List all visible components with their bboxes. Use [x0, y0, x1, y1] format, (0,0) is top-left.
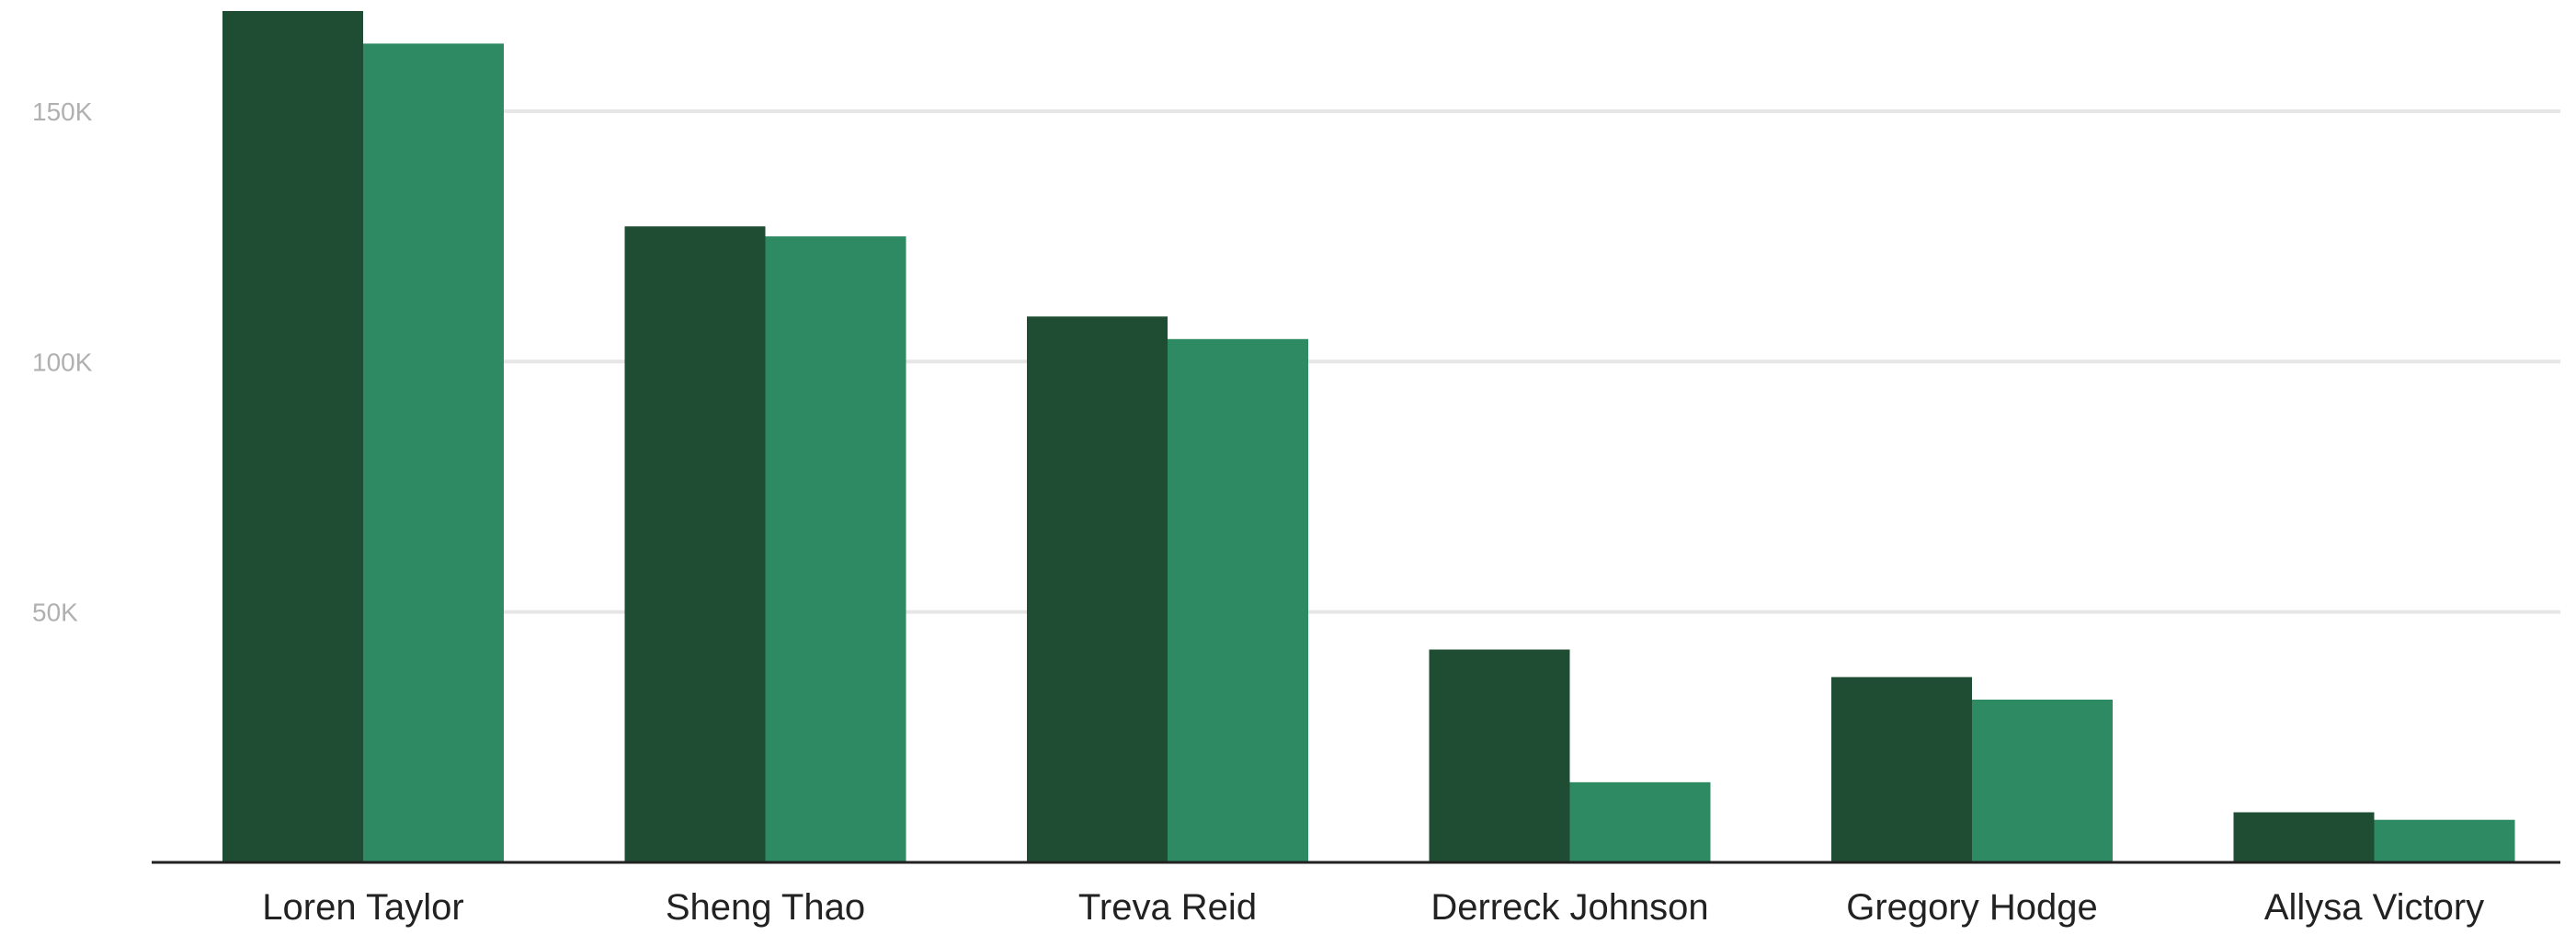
bar-dark [1429, 649, 1570, 862]
x-tick-label: Allysa Victory [2264, 887, 2484, 928]
x-tick-label: Loren Taylor [262, 887, 463, 928]
bar-light [1168, 338, 1308, 862]
bar-dark [2233, 812, 2375, 862]
bar-light [765, 236, 906, 862]
x-tick-label: Sheng Thao [666, 887, 865, 928]
bar-dark [1831, 677, 1972, 862]
bar-light [363, 43, 504, 862]
bar-light [1972, 699, 2113, 862]
bars-layer [222, 11, 2515, 863]
x-tick-label: Treva Reid [1078, 887, 1257, 928]
bar-light [1569, 781, 1711, 862]
grid-layer [262, 108, 2560, 614]
x-tick-label: Gregory Hodge [1846, 887, 2097, 928]
bar-dark [1027, 316, 1168, 862]
bar-dark [222, 11, 363, 862]
y-tick-label: 50K [32, 599, 78, 627]
y-tick-label: 150K [32, 97, 93, 126]
y-axis-ticks: 50K 100K 150K [32, 97, 93, 627]
y-tick-label: 100K [32, 348, 93, 376]
x-tick-label: Derreck Johnson [1430, 887, 1708, 928]
x-axis-labels: Loren Taylor Sheng Thao Treva Reid Derreck … [262, 887, 2484, 928]
bar-dark [624, 226, 766, 863]
bar-light [2374, 819, 2515, 862]
